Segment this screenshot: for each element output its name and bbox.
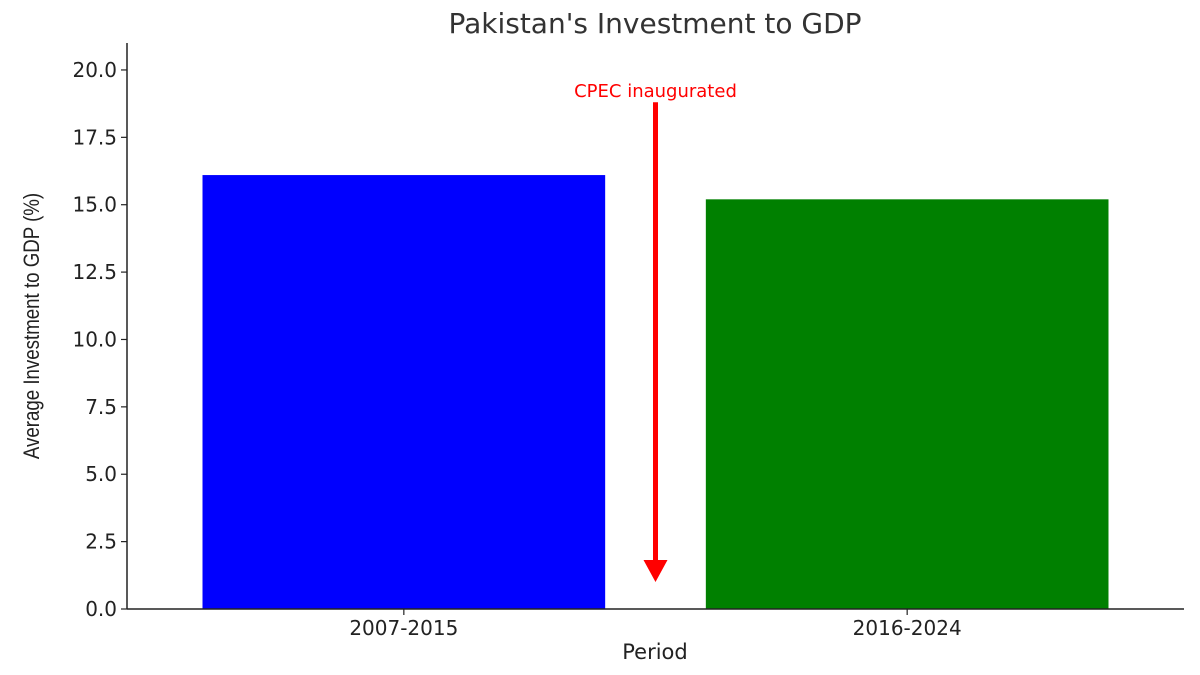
annotation-arrow-head: [643, 560, 668, 583]
annotation: CPEC inaugurated: [574, 81, 737, 583]
chart-title: Pakistan's Investment to GDP: [448, 7, 861, 40]
x-ticks: 2007-2015 2016-2024: [349, 609, 962, 640]
y-tick-label: 7.5: [85, 395, 117, 419]
annotation-text: CPEC inaugurated: [574, 81, 737, 102]
bar-2016-2024: [705, 199, 1109, 610]
y-tick-label: 0.0: [85, 597, 117, 621]
y-tick-label: 2.5: [85, 530, 117, 554]
y-tick-label: 5.0: [85, 462, 117, 486]
bars: [202, 175, 1109, 610]
y-ticks: 0.0 2.5 5.0 7.5 10.0 12.5 15.0 17.5 20.0: [72, 58, 127, 621]
y-axis-label: Average Investment to GDP (%): [21, 193, 45, 459]
bar-2007-2015: [202, 175, 606, 610]
x-tick-label: 2016-2024: [853, 616, 962, 640]
y-tick-label: 12.5: [72, 260, 117, 284]
y-tick-label: 17.5: [72, 125, 117, 149]
y-tick-label: 20.0: [72, 58, 117, 82]
x-axis-label: Period: [622, 640, 687, 664]
x-tick-label: 2007-2015: [349, 616, 458, 640]
y-tick-label: 15.0: [72, 193, 117, 217]
y-tick-label: 10.0: [72, 327, 117, 351]
